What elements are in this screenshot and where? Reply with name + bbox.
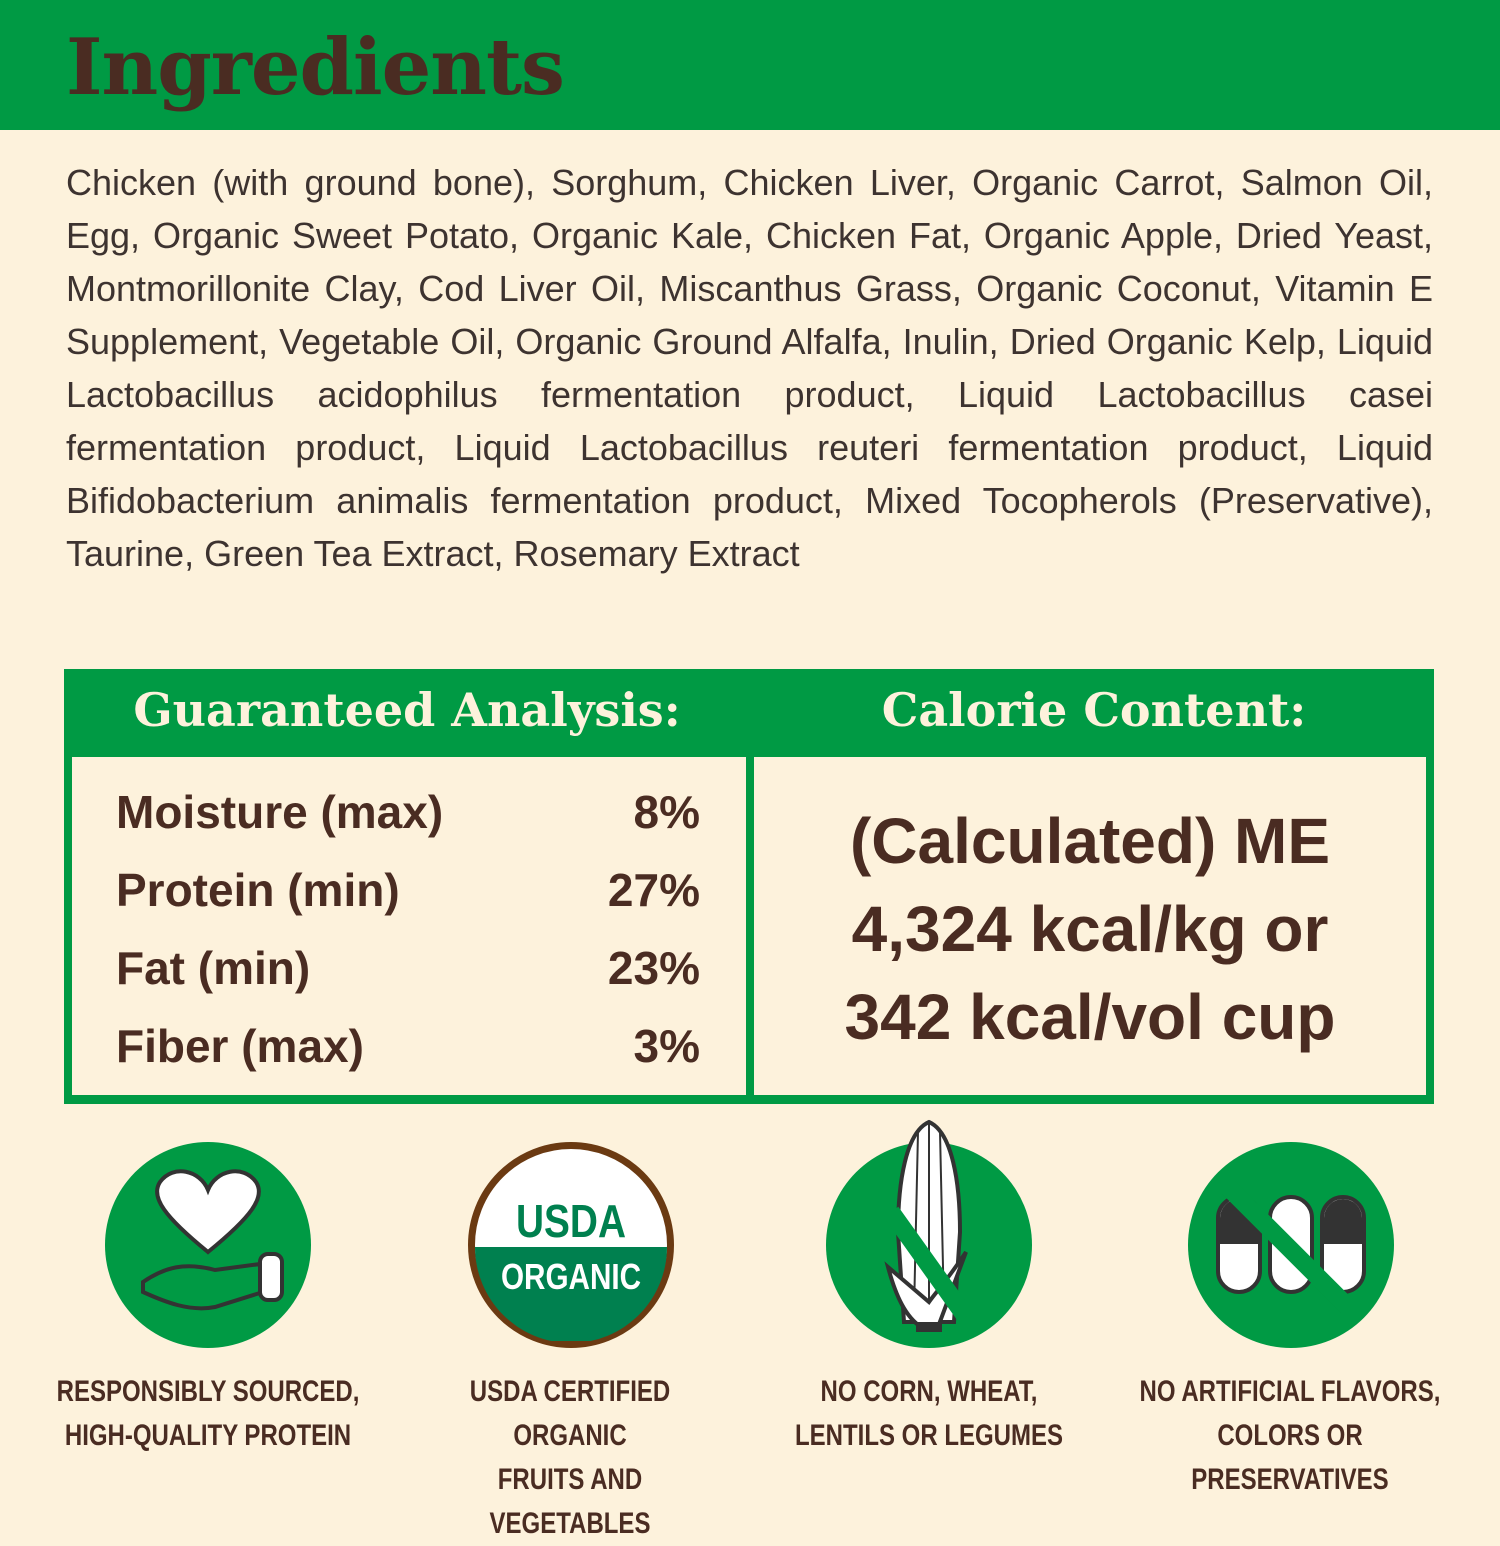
badge-caption: USDA CERTIFIED ORGANIC FRUITS AND VEGETAB…: [469, 1375, 671, 1540]
row-label: Fiber (max): [116, 1020, 364, 1072]
badge-caption: NO ARTIFICIAL FLAVORS, COLORS OR PRESERVA…: [1139, 1375, 1441, 1496]
header-banner: [0, 0, 1500, 130]
row-value: 23%: [607, 942, 700, 994]
heart-hand-icon: [105, 1142, 311, 1348]
analysis-row: Fat (min) 23%: [116, 941, 700, 995]
calorie-text: (Calculated) ME 4,324 kcal/kg or 342 kca…: [754, 797, 1426, 1061]
analysis-row: Fiber (max) 3%: [116, 1019, 700, 1073]
svg-text:USDA: USDA: [516, 1195, 626, 1247]
analysis-panel: Moisture (max) 8% Protein (min) 27% Fat (m…: [72, 757, 746, 1095]
nutrition-table: Guaranteed Analysis: Calorie Content: Mo…: [64, 669, 1434, 1104]
analysis-row: Protein (min) 27%: [116, 863, 700, 917]
analysis-row: Moisture (max) 8%: [116, 785, 700, 839]
badge-caption: RESPONSIBLY SOURCED, HIGH-QUALITY PROTEIN: [56, 1375, 360, 1452]
calorie-line: 342 kcal/vol cup: [844, 981, 1336, 1053]
svg-text:ORGANIC: ORGANIC: [501, 1256, 641, 1297]
row-label: Protein (min): [116, 864, 400, 916]
no-capsules-icon: [1188, 1142, 1394, 1348]
usda-organic-seal: USDA ORGANIC: [468, 1142, 674, 1348]
calorie-line: (Calculated) ME: [849, 805, 1331, 877]
row-value: 8%: [633, 786, 700, 838]
calorie-panel: (Calculated) ME 4,324 kcal/kg or 342 kca…: [754, 757, 1426, 1095]
ingredients-list: Chicken (with ground bone), Sorghum, Chi…: [66, 162, 1433, 574]
row-label: Fat (min): [116, 942, 311, 994]
analysis-heading: Guaranteed Analysis:: [133, 683, 681, 737]
calorie-line: 4,324 kcal/kg or: [851, 893, 1329, 965]
row-value: 3%: [633, 1020, 700, 1072]
row-value: 27%: [607, 864, 700, 916]
badge-caption: NO CORN, WHEAT, LENTILS OR LEGUMES: [794, 1375, 1063, 1452]
row-label: Moisture (max): [116, 786, 444, 838]
no-corn-icon: [826, 1119, 1032, 1348]
calorie-heading: Calorie Content:: [881, 683, 1307, 737]
page-title: Ingredients: [66, 22, 565, 113]
